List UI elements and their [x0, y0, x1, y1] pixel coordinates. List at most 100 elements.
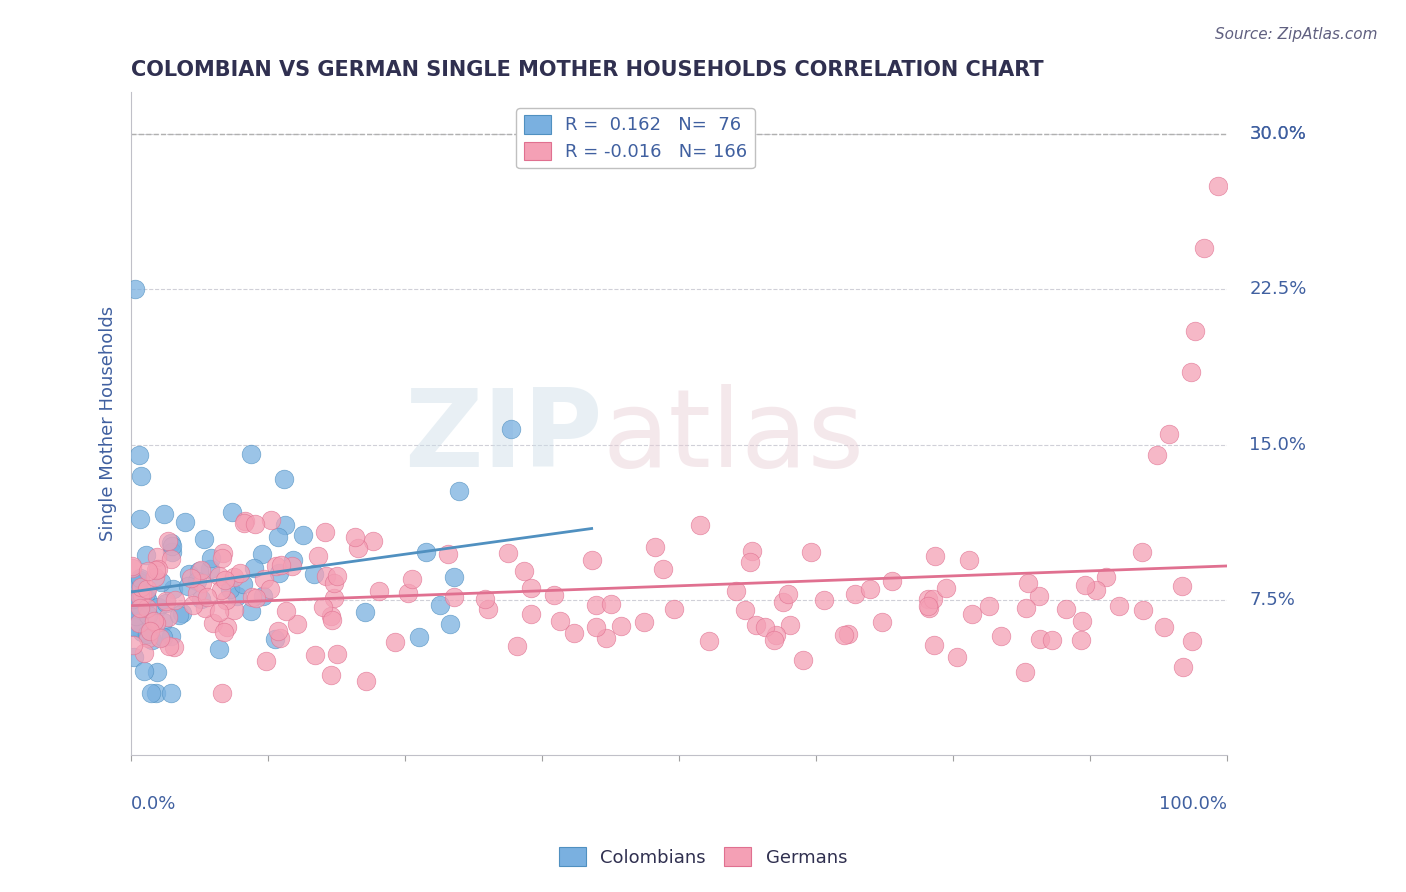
Point — [314, 524, 336, 539]
Point — [128, 574, 150, 589]
Point — [195, 590, 218, 604]
Point — [129, 512, 152, 526]
Point — [143, 570, 166, 584]
Point — [208, 605, 231, 619]
Point — [1146, 448, 1168, 462]
Point — [208, 641, 231, 656]
Point — [837, 626, 859, 640]
Point — [129, 573, 152, 587]
Point — [307, 549, 329, 563]
Point — [152, 615, 174, 629]
Point — [882, 574, 904, 588]
Point — [131, 624, 153, 639]
Point — [917, 601, 939, 615]
Point — [122, 649, 145, 664]
Point — [776, 587, 799, 601]
Point — [225, 589, 247, 603]
Point — [145, 686, 167, 700]
Point — [689, 518, 711, 533]
Text: 30.0%: 30.0% — [1250, 125, 1306, 143]
Point — [240, 590, 263, 604]
Point — [353, 605, 375, 619]
Point — [977, 599, 1000, 613]
Point — [128, 448, 150, 462]
Point — [243, 517, 266, 532]
Point — [264, 632, 287, 646]
Point — [697, 634, 720, 648]
Point — [344, 530, 367, 544]
Point — [267, 530, 290, 544]
Point — [209, 583, 232, 598]
Y-axis label: Single Mother Households: Single Mother Households — [100, 306, 117, 541]
Point — [157, 640, 180, 654]
Point — [149, 631, 172, 645]
Point — [401, 573, 423, 587]
Point — [212, 624, 235, 639]
Point — [129, 468, 152, 483]
Point — [319, 609, 342, 624]
Point — [135, 586, 157, 600]
Point — [321, 613, 343, 627]
Point — [644, 540, 666, 554]
Legend: Colombians, Germans: Colombians, Germans — [551, 840, 855, 874]
Point — [266, 558, 288, 573]
Point — [163, 640, 186, 654]
Text: 30.0%: 30.0% — [1250, 125, 1306, 143]
Point — [129, 580, 152, 594]
Point — [136, 592, 159, 607]
Point — [254, 654, 277, 668]
Point — [957, 553, 980, 567]
Point — [443, 570, 465, 584]
Point — [326, 569, 349, 583]
Point — [1171, 660, 1194, 674]
Point — [135, 582, 157, 596]
Point — [253, 572, 276, 586]
Point — [167, 607, 190, 622]
Point — [212, 546, 235, 560]
Point — [186, 586, 208, 600]
Point — [150, 574, 173, 589]
Point — [935, 582, 957, 596]
Point — [779, 618, 801, 632]
Point — [145, 563, 167, 577]
Point — [187, 564, 209, 578]
Point — [121, 561, 143, 575]
Point — [190, 592, 212, 607]
Point — [1130, 545, 1153, 559]
Point — [512, 564, 534, 578]
Point — [834, 627, 856, 641]
Point — [269, 631, 291, 645]
Point — [124, 282, 146, 296]
Point — [792, 653, 814, 667]
Point — [368, 583, 391, 598]
Point — [439, 617, 461, 632]
Point — [145, 665, 167, 679]
Point — [194, 601, 217, 615]
Point — [229, 566, 252, 580]
Text: 7.5%: 7.5% — [1250, 591, 1295, 609]
Point — [160, 552, 183, 566]
Text: 0.0%: 0.0% — [131, 795, 177, 814]
Point — [443, 591, 465, 605]
Point — [267, 566, 290, 580]
Point — [354, 674, 377, 689]
Point — [215, 593, 238, 607]
Point — [474, 591, 496, 606]
Point — [600, 597, 623, 611]
Text: ZIP: ZIP — [404, 384, 603, 490]
Point — [396, 586, 419, 600]
Point — [319, 667, 342, 681]
Point — [652, 561, 675, 575]
Point — [121, 559, 143, 574]
Point — [186, 574, 208, 588]
Point — [543, 588, 565, 602]
Point — [754, 620, 776, 634]
Point — [122, 638, 145, 652]
Point — [177, 579, 200, 593]
Point — [224, 603, 246, 617]
Point — [267, 624, 290, 639]
Point — [219, 582, 242, 596]
Point — [1070, 632, 1092, 647]
Point — [156, 534, 179, 549]
Point — [1028, 590, 1050, 604]
